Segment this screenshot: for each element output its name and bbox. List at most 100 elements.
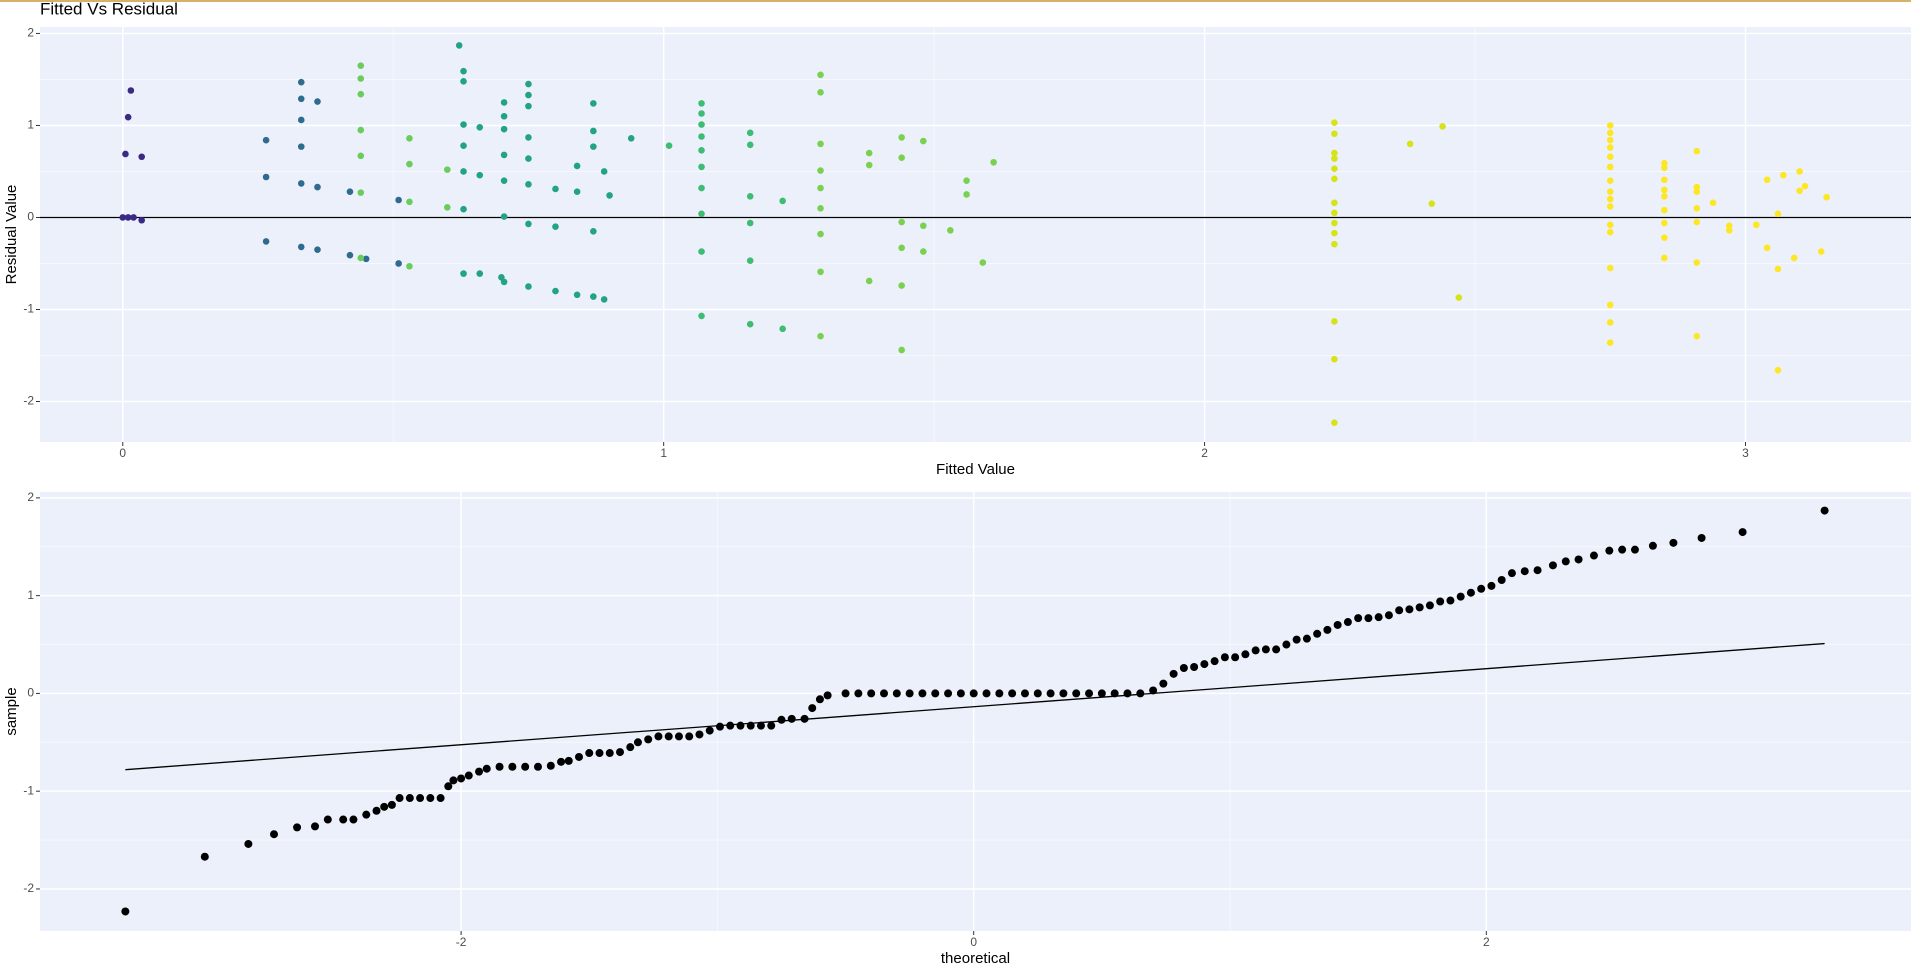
point — [1661, 219, 1668, 227]
point — [905, 689, 914, 698]
point — [898, 244, 905, 252]
y-axis-label: Residual Value — [3, 185, 20, 285]
point — [590, 127, 597, 135]
panel — [40, 492, 1911, 931]
point — [444, 204, 451, 211]
point — [644, 735, 653, 744]
point — [460, 77, 467, 85]
y-tick-label: 0 — [27, 686, 34, 700]
point — [1774, 210, 1782, 218]
y-tick-label: 0 — [27, 210, 34, 224]
point — [357, 254, 365, 262]
point — [476, 123, 484, 131]
point — [1292, 635, 1301, 644]
point — [1790, 254, 1798, 262]
point — [346, 188, 354, 196]
point — [500, 278, 508, 286]
point — [557, 757, 566, 766]
y-tick-label: 2 — [27, 490, 34, 504]
point — [1331, 240, 1338, 248]
point — [1820, 506, 1829, 515]
point — [920, 222, 927, 230]
point — [495, 762, 504, 771]
point — [1085, 689, 1094, 698]
point — [460, 67, 467, 75]
point — [500, 151, 508, 159]
point — [1395, 606, 1404, 615]
point — [1709, 199, 1717, 207]
point — [1693, 259, 1701, 266]
point — [1520, 567, 1529, 576]
point — [449, 776, 458, 785]
point — [1282, 640, 1291, 649]
point — [1661, 159, 1668, 167]
point — [944, 689, 953, 698]
point — [416, 794, 425, 803]
point — [1725, 227, 1733, 234]
point — [1331, 155, 1338, 162]
point — [546, 761, 555, 770]
point — [1110, 689, 1119, 698]
point — [457, 774, 466, 783]
y-tick-label: -1 — [23, 302, 34, 316]
point — [1606, 203, 1614, 210]
point — [892, 689, 901, 698]
point — [633, 738, 642, 747]
point — [130, 214, 137, 221]
point — [455, 42, 463, 49]
point — [817, 71, 824, 79]
point — [1725, 222, 1733, 230]
point — [380, 802, 389, 811]
point — [1548, 561, 1557, 570]
point — [817, 140, 824, 148]
point — [590, 227, 597, 235]
point — [525, 181, 532, 188]
point — [1661, 206, 1668, 214]
point — [552, 223, 559, 230]
point — [460, 270, 467, 277]
point — [800, 714, 809, 723]
point — [395, 196, 402, 204]
point — [1477, 584, 1486, 593]
point — [297, 180, 305, 187]
point — [406, 160, 413, 168]
point — [564, 756, 573, 765]
y-tick-label: -2 — [23, 881, 34, 895]
point — [698, 100, 705, 107]
point — [590, 143, 597, 150]
point — [1190, 663, 1199, 672]
point — [1406, 140, 1414, 148]
point — [406, 135, 413, 142]
y-tick-label: 1 — [27, 588, 34, 602]
point — [521, 762, 530, 771]
point — [746, 129, 754, 137]
point — [138, 153, 145, 161]
point — [395, 260, 402, 267]
point — [1630, 545, 1639, 554]
point — [1753, 221, 1760, 229]
point — [124, 113, 132, 121]
point — [1302, 634, 1311, 643]
point — [297, 78, 305, 86]
point — [1618, 545, 1627, 554]
point — [746, 193, 754, 200]
point — [357, 75, 365, 82]
point — [1606, 264, 1614, 272]
point — [898, 218, 905, 226]
point — [1466, 588, 1475, 597]
point — [1331, 149, 1338, 157]
point — [746, 141, 754, 149]
point — [1561, 557, 1570, 566]
point — [311, 822, 320, 831]
point — [1331, 165, 1338, 173]
point — [1574, 555, 1583, 564]
point — [1661, 234, 1668, 242]
point — [346, 251, 354, 259]
point — [476, 171, 484, 179]
point — [817, 167, 824, 174]
point — [573, 188, 581, 196]
point — [1661, 186, 1668, 194]
point — [1097, 689, 1106, 698]
point — [1738, 528, 1747, 537]
point — [1331, 199, 1338, 207]
